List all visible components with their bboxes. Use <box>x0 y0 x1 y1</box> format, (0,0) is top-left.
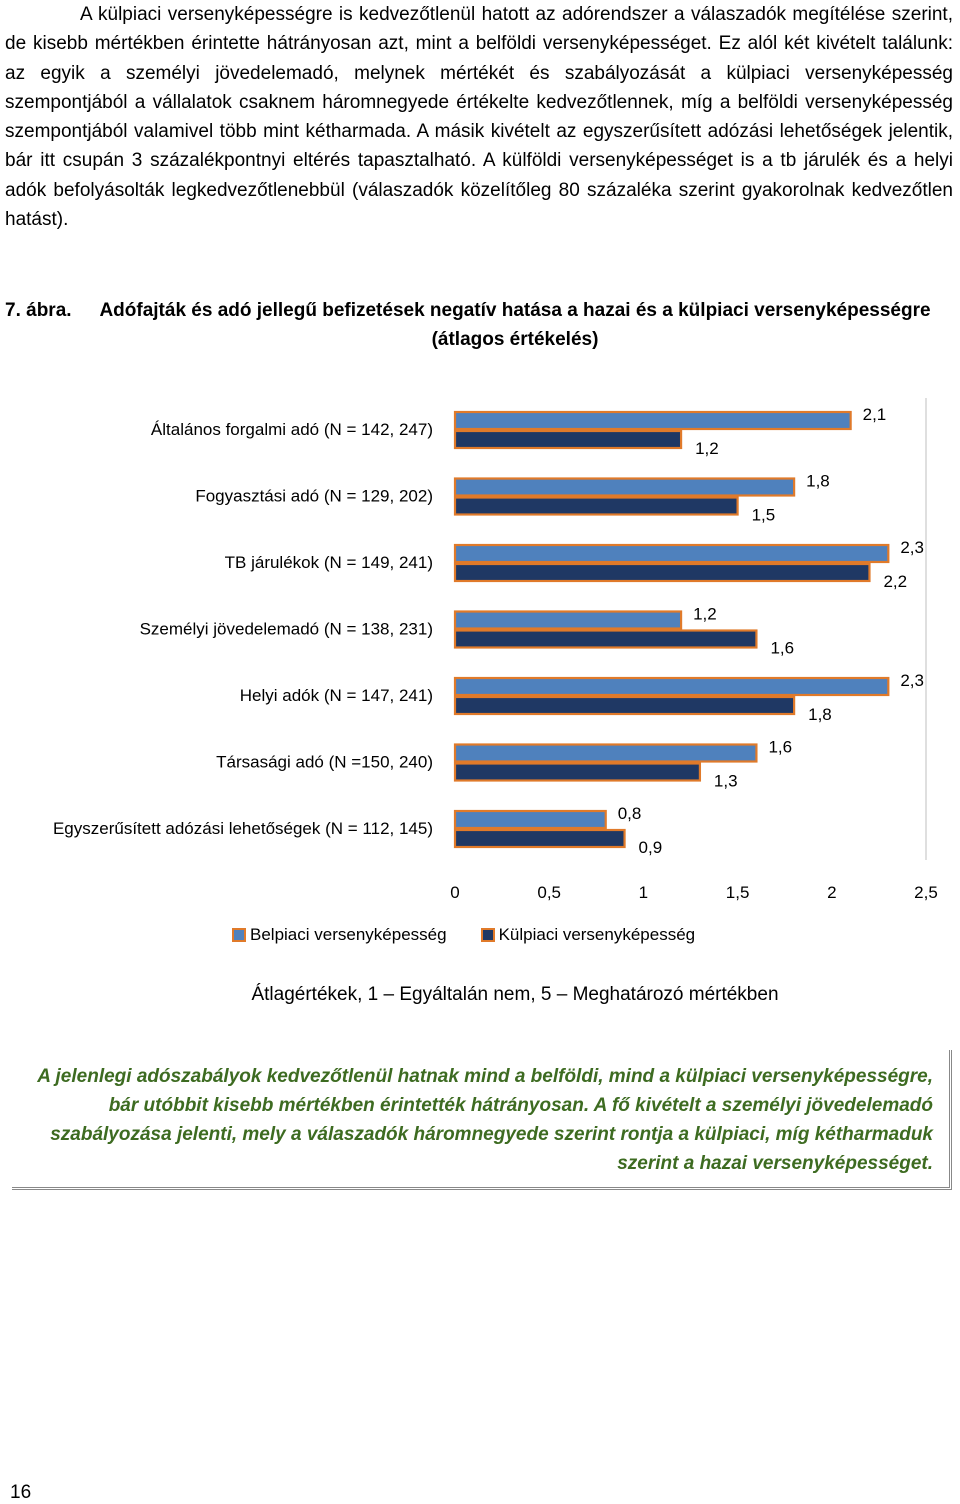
x-tick-label: 0 <box>450 883 459 902</box>
bar-kulpiaci <box>453 429 683 450</box>
data-label: 2,1 <box>863 405 887 424</box>
legend-swatch-kulpiaci <box>480 928 495 942</box>
data-label: 1,2 <box>693 605 717 624</box>
chart-value-labels: 2,1 1,2 1,8 1,5 2,3 2,2 1,2 1,6 2,3 1,8 1,6 1,3 0,8 0… <box>618 405 924 857</box>
bar-belpiaci <box>453 477 796 497</box>
legend-item-kulpiaci: Külpiaci versenyképesség <box>480 924 696 946</box>
category-label: Személyi jövedelemadó (N = 138, 231) <box>140 620 433 639</box>
legend-label-belpiaci: Belpiaci versenyképesség <box>250 925 447 944</box>
bar-belpiaci <box>453 543 890 564</box>
data-label: 2,2 <box>883 572 907 591</box>
bar-belpiaci <box>453 410 852 431</box>
intro-text: A külpiaci versenyképességre is kedvezőt… <box>5 4 953 231</box>
chart-x-tick-labels: 0 0,5 1 1,5 2 2,5 <box>450 883 938 902</box>
data-label: 2,3 <box>900 538 924 557</box>
bar-kulpiaci <box>453 562 871 583</box>
bar-kulpiaci <box>453 496 739 516</box>
category-label: Általános forgalmi adó (N = 142, 247) <box>151 420 433 439</box>
bar-belpiaci <box>453 809 607 830</box>
bar-kulpiaci <box>453 629 758 649</box>
category-label: Fogyasztási adó (N = 129, 202) <box>195 487 433 506</box>
legend-item-belpiaci: Belpiaci versenyképesség <box>232 924 447 946</box>
figure-caption: Adófajták és adó jellegű befizetések neg… <box>99 300 931 350</box>
category-label: Helyi adók (N = 147, 241) <box>240 686 433 705</box>
bar-belpiaci <box>453 743 758 763</box>
chart-category-labels: Általános forgalmi adó (N = 142, 247) Fog… <box>53 420 433 838</box>
x-tick-label: 0,5 <box>537 883 561 902</box>
category-label: TB járulékok (N = 149, 241) <box>225 553 433 572</box>
data-label: 1,8 <box>806 472 830 491</box>
bar-belpiaci <box>453 610 683 630</box>
x-axis-label: Átlagértékek, 1 – Egyáltalán nem, 5 – Me… <box>251 984 779 1005</box>
legend-swatch-belpiaci <box>232 928 246 942</box>
data-label: 1,6 <box>770 639 794 658</box>
bar-kulpiaci <box>453 828 626 849</box>
data-label: 1,8 <box>808 705 832 724</box>
data-label: 2,3 <box>900 671 924 690</box>
legend-label-kulpiaci: Külpiaci versenyképesség <box>498 925 696 944</box>
chart-bars <box>453 410 890 849</box>
bar-kulpiaci <box>453 695 796 716</box>
data-label: 1,6 <box>768 738 792 757</box>
figure-number: 7. ábra. <box>5 300 72 321</box>
intro-paragraph: A külpiaci versenyképességre is kedvezőt… <box>5 0 953 234</box>
summary-text: A jelenlegi adószabályok kedvezőtlenül h… <box>37 1066 933 1174</box>
bar-belpiaci <box>453 676 890 697</box>
data-label: 1,3 <box>714 772 738 791</box>
x-tick-label: 1,5 <box>726 883 750 902</box>
bar-kulpiaci <box>453 762 702 782</box>
data-label: 1,5 <box>752 506 776 525</box>
summary-box: A jelenlegi adószabályok kedvezőtlenül h… <box>12 1050 952 1190</box>
data-label: 0,9 <box>639 838 663 857</box>
data-label: 0,8 <box>618 804 642 823</box>
category-label: Társasági adó (N =150, 240) <box>216 753 433 772</box>
x-tick-label: 1 <box>639 883 648 902</box>
page-number: 16 <box>10 1482 32 1503</box>
bar-chart: Általános forgalmi adó (N = 142, 247) Fog… <box>53 398 938 902</box>
category-label: Egyszerűsített adózási lehetőségek (N = … <box>53 819 433 838</box>
figure-title: 7. ábra. Adófajták és adó jellegű befize… <box>0 296 960 354</box>
data-label: 1,2 <box>695 439 719 458</box>
x-tick-label: 2 <box>827 883 836 902</box>
x-tick-label: 2,5 <box>914 883 938 902</box>
chart-legend: Belpiaci versenyképesség Külpiaci versen… <box>232 924 695 946</box>
